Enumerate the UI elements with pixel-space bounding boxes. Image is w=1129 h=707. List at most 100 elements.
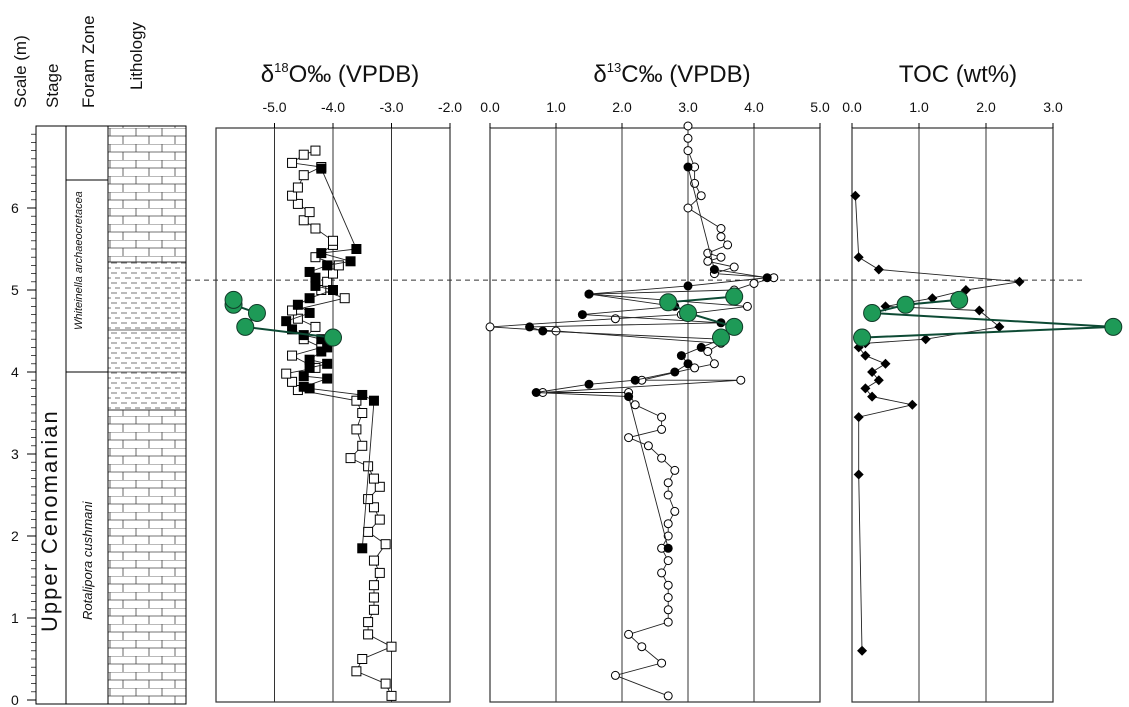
panel-title: TOC (wt%) bbox=[899, 61, 1017, 88]
filled-square-marker bbox=[322, 358, 333, 369]
diamond-marker bbox=[857, 645, 868, 656]
open-square-marker bbox=[357, 654, 368, 664]
open-square-marker bbox=[368, 473, 379, 484]
filled-square-marker bbox=[322, 342, 333, 353]
open-square-marker bbox=[281, 368, 292, 379]
green-circle-marker bbox=[247, 303, 266, 322]
open-square-marker bbox=[374, 481, 385, 492]
filled-square-marker bbox=[316, 346, 327, 357]
open-circle-marker bbox=[485, 322, 495, 332]
open-square-marker bbox=[363, 526, 374, 537]
open-circle-marker bbox=[683, 133, 693, 143]
open-square-marker bbox=[333, 260, 344, 271]
x-tick-label: -2.0 bbox=[438, 99, 462, 115]
open-square-marker bbox=[287, 350, 298, 361]
filled-circle-marker bbox=[676, 351, 686, 361]
open-square-marker bbox=[328, 268, 338, 279]
panel-frame bbox=[489, 127, 821, 703]
diamond-marker bbox=[867, 391, 878, 402]
open-circle-marker bbox=[663, 691, 673, 701]
open-square-marker bbox=[368, 604, 379, 615]
open-square-marker bbox=[287, 157, 298, 168]
diamond-marker bbox=[860, 350, 871, 361]
panel-frame bbox=[851, 127, 1054, 703]
open-circle-marker bbox=[663, 519, 673, 529]
open-circle-marker bbox=[663, 490, 673, 500]
zone-label-lower: Rotalipora cushmani bbox=[80, 500, 95, 620]
diamond-marker bbox=[850, 190, 861, 201]
filled-circle-marker bbox=[538, 326, 548, 336]
x-tick-label: 2.0 bbox=[612, 99, 632, 115]
open-square-marker bbox=[357, 408, 368, 418]
open-square-marker bbox=[345, 453, 356, 464]
diamond-marker bbox=[853, 252, 864, 263]
filled-square-marker bbox=[298, 330, 309, 341]
open-square-marker bbox=[328, 235, 338, 246]
green-circle-marker bbox=[725, 317, 744, 336]
filled-circle-marker bbox=[663, 543, 673, 553]
open-circle-marker bbox=[663, 478, 673, 488]
open-circle-marker bbox=[663, 605, 673, 615]
filled-square-marker bbox=[304, 293, 315, 304]
filled-circle-marker bbox=[584, 289, 594, 299]
green-circle-marker bbox=[236, 317, 255, 336]
open-circle-marker bbox=[610, 314, 620, 324]
open-circle-marker bbox=[624, 629, 634, 639]
filled-circle-marker bbox=[577, 310, 587, 320]
open-circle-marker bbox=[657, 453, 667, 463]
toc-panel: 0.0 1.0 2.0 3.0 TOC (wt%) bbox=[842, 61, 1123, 703]
open-square-marker bbox=[298, 170, 309, 181]
open-circle-marker bbox=[670, 506, 680, 516]
scale-header: Scale (m) bbox=[11, 35, 30, 108]
x-tick-label: -5.0 bbox=[262, 99, 286, 115]
green-circle-marker bbox=[725, 287, 744, 306]
open-square-marker bbox=[357, 440, 368, 451]
filled-square-marker bbox=[310, 272, 321, 283]
green-circle-marker bbox=[896, 295, 915, 314]
diamond-marker bbox=[994, 321, 1005, 332]
filled-circle-marker bbox=[683, 359, 693, 369]
open-circle-marker bbox=[630, 400, 640, 410]
open-circle-marker bbox=[690, 363, 700, 373]
filled-square-marker bbox=[368, 395, 379, 406]
series-line bbox=[854, 195, 1020, 651]
x-tick-label: 0.0 bbox=[480, 99, 500, 115]
open-square-marker bbox=[298, 149, 309, 160]
open-circle-marker bbox=[703, 347, 713, 356]
diamond-marker bbox=[853, 412, 864, 423]
open-circle-marker bbox=[683, 121, 693, 131]
zone-label-upper: Whiteinella archaeocretacea bbox=[73, 191, 85, 330]
lithology-header: Lithology bbox=[127, 21, 146, 90]
open-square-marker bbox=[310, 321, 321, 332]
diamond-marker bbox=[853, 469, 864, 480]
open-circle-marker bbox=[742, 301, 752, 311]
filled-circle-marker bbox=[670, 367, 680, 377]
filled-square-marker bbox=[304, 266, 315, 277]
x-tick-label: -3.0 bbox=[379, 99, 403, 115]
diamond-marker bbox=[867, 367, 878, 377]
filled-square-marker bbox=[281, 316, 292, 327]
open-square-marker bbox=[351, 395, 362, 406]
x-tick-label: 4.0 bbox=[744, 99, 764, 115]
open-circle-marker bbox=[551, 326, 561, 336]
open-circle-marker bbox=[624, 433, 634, 443]
x-tick-label: 3.0 bbox=[1043, 99, 1063, 115]
filled-square-marker bbox=[287, 324, 298, 335]
open-square-marker bbox=[339, 293, 350, 304]
open-square-marker bbox=[368, 592, 379, 603]
filled-circle-marker bbox=[762, 273, 772, 283]
filled-square-marker bbox=[310, 280, 321, 291]
diamond-marker bbox=[920, 334, 931, 345]
open-square-marker bbox=[386, 641, 397, 652]
depth-tick-label: 3 bbox=[11, 446, 19, 462]
diamond-marker bbox=[907, 399, 918, 410]
open-square-marker bbox=[310, 223, 321, 234]
d18o-panel: -5.0 -4.0 -3.0 -2.0 δ18O‰ (VPDB) bbox=[215, 60, 462, 703]
open-square-marker bbox=[298, 215, 309, 226]
filled-square-marker bbox=[345, 256, 356, 267]
open-square-marker bbox=[292, 198, 303, 209]
series-line bbox=[529, 166, 768, 549]
filled-square-marker bbox=[316, 163, 327, 174]
green-circle-marker bbox=[659, 293, 678, 312]
